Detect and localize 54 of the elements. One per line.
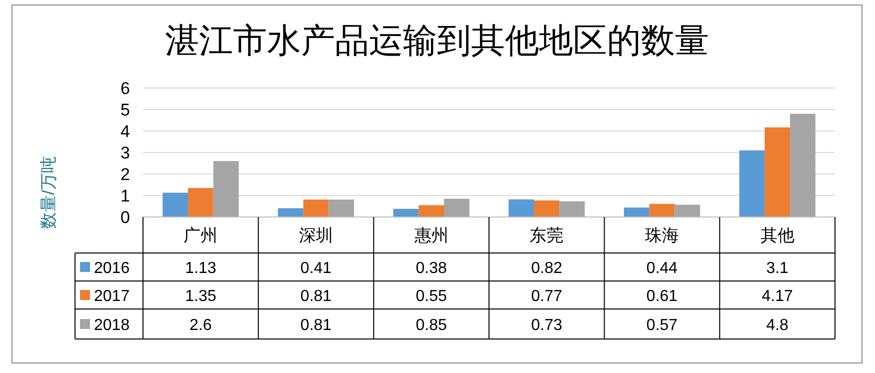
data-label: 0.85: [416, 317, 448, 334]
y-tick-label: 6: [120, 79, 130, 98]
bar: [508, 199, 534, 217]
bar: [278, 208, 304, 217]
data-label: 0.57: [646, 317, 678, 334]
chart-title: 湛江市水产品运输到其他地区的数量: [165, 23, 709, 60]
y-tick-label: 4: [120, 122, 130, 141]
x-tick-label: 惠州: [413, 226, 448, 245]
bar: [534, 200, 560, 217]
bar: [303, 200, 329, 217]
x-tick-label: 其他: [760, 226, 794, 245]
data-label: 4.8: [766, 317, 789, 334]
y-axis-title: 数量/万吨: [39, 156, 58, 229]
data-label: 0.61: [646, 288, 678, 305]
data-label: 1.35: [185, 288, 216, 305]
x-tick-label: 广州: [184, 226, 218, 245]
data-label: 0.44: [646, 260, 678, 277]
data-label: 0.77: [531, 288, 562, 305]
x-tick-label: 东莞: [530, 226, 564, 245]
y-tick-label: 0: [120, 208, 130, 227]
data-label: 2.6: [190, 317, 212, 334]
y-tick-label: 2: [120, 165, 130, 184]
data-label: 0.41: [300, 260, 332, 277]
bar: [764, 127, 790, 217]
bar: [393, 208, 419, 217]
data-label: 0.55: [416, 288, 448, 305]
data-label: 0.73: [531, 317, 562, 334]
legend-label: 2016: [94, 260, 130, 277]
data-label: 0.81: [300, 288, 332, 305]
bar: [649, 204, 675, 217]
bar: [739, 150, 765, 217]
bar: [328, 200, 354, 217]
x-tick-label: 深圳: [299, 226, 333, 245]
bar: [674, 204, 700, 217]
bar: [418, 205, 444, 217]
legend-label: 2018: [94, 317, 130, 334]
data-label: 0.38: [416, 260, 448, 277]
data-label: 4.17: [762, 288, 794, 305]
bar: [162, 192, 188, 217]
data-label: 3.1: [766, 260, 789, 277]
y-tick-label: 1: [120, 186, 130, 206]
y-tick-label: 3: [120, 144, 130, 162]
data-label: 0.82: [531, 260, 562, 277]
bar: [444, 198, 470, 217]
x-tick-label: 珠海: [645, 226, 679, 245]
data-label: 1.13: [185, 260, 216, 277]
bar: [790, 114, 816, 217]
y-tick-label: 5: [120, 100, 130, 120]
bar: [188, 188, 214, 217]
bar: [624, 208, 650, 217]
legend-label: 2017: [94, 288, 130, 305]
bar: [559, 201, 585, 217]
bar: [213, 161, 239, 217]
data-label: 0.81: [300, 317, 332, 334]
